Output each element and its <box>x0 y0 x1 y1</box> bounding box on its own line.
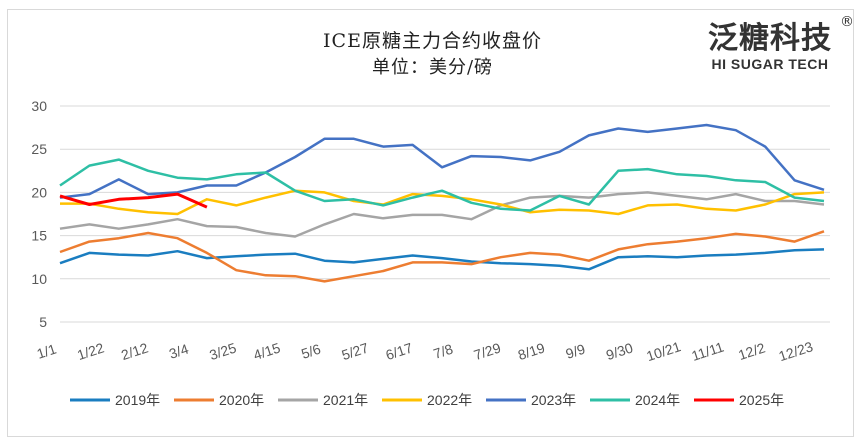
series-line-2025 <box>59 192 208 209</box>
x-tick-label: 6/17 <box>384 339 415 363</box>
x-tick-label: 1/1 <box>35 341 59 362</box>
x-tick-label: 2/12 <box>119 339 150 363</box>
y-tick-label: 5 <box>39 314 47 330</box>
y-tick-label: 20 <box>31 184 47 200</box>
x-tick-label: 3/25 <box>207 339 238 363</box>
chart-frame <box>7 9 854 437</box>
x-tick-label: 1/22 <box>75 339 106 363</box>
y-tick-label: 25 <box>31 141 47 157</box>
logo-cn: 泛糖科技 <box>708 21 832 56</box>
x-tick-label: 12/23 <box>777 338 815 364</box>
series-line-2019 <box>59 248 825 271</box>
y-tick-label: 30 <box>31 98 47 114</box>
x-tick-label: 8/19 <box>516 339 547 363</box>
x-tick-label: 7/8 <box>431 341 455 362</box>
series-line-2021 <box>59 191 825 238</box>
y-tick-label: 10 <box>31 271 47 287</box>
x-tick-label: 4/15 <box>251 339 282 363</box>
legend-label: 2022年 <box>427 392 472 408</box>
registered-mark: ® <box>840 14 854 30</box>
series-line-2022 <box>60 189 825 216</box>
legend-label: 2023年 <box>531 392 576 408</box>
legend-label: 2024年 <box>635 392 680 408</box>
series-line-2024 <box>59 158 825 212</box>
legend-label: 2021年 <box>323 392 368 408</box>
series-line-2020 <box>59 230 825 283</box>
x-tick-label: 9/9 <box>564 341 588 362</box>
legend-label: 2025年 <box>739 392 784 408</box>
brand-logo: 泛糖科技 HI SUGAR TECH <box>700 21 840 73</box>
x-tick-label: 9/30 <box>604 339 635 363</box>
y-tick-label: 15 <box>31 228 47 244</box>
legend-label: 2019年 <box>115 392 160 408</box>
x-tick-label: 5/27 <box>340 339 371 363</box>
x-tick-label: 12/2 <box>736 339 767 363</box>
series-line-2023 <box>59 123 825 199</box>
x-tick-label: 11/11 <box>689 338 725 363</box>
chart-subtitle: 单位：美分/磅 <box>371 57 494 78</box>
legend-label: 2020年 <box>219 392 264 408</box>
x-tick-label: 3/4 <box>167 341 191 362</box>
chart-title: ICE原糖主力合约收盘价 <box>323 30 542 52</box>
x-tick-label: 10/21 <box>644 338 682 364</box>
x-tick-label: 7/29 <box>472 339 503 363</box>
x-tick-label: 5/6 <box>299 341 323 362</box>
logo-en: HI SUGAR TECH <box>711 56 829 72</box>
